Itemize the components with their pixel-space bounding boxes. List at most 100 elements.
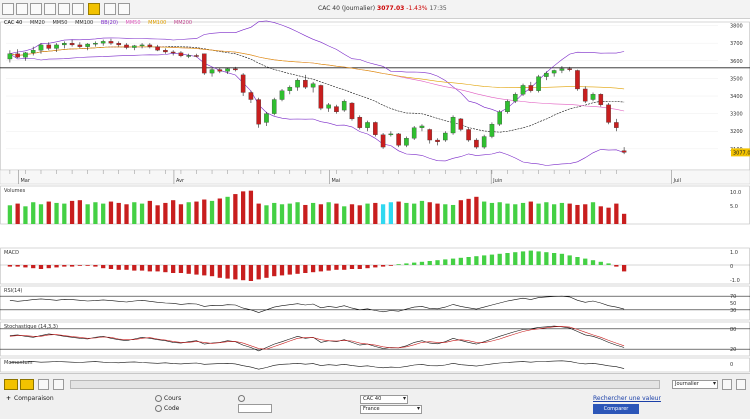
volume-bar [171,200,176,224]
macd-bar [583,258,588,265]
momentum-axis-label: 0 [730,362,733,368]
volume-bar [132,202,137,224]
price-axis-label: 3700 [730,41,743,47]
volume-bar [209,200,215,224]
volume-bar [575,204,580,224]
macd-panel-title: MACD [4,250,19,256]
volume-bar [163,202,168,224]
price-axis-label: 3500 [730,76,743,82]
macd-bar [256,265,261,280]
compare-value-select[interactable]: CAC 40 [360,395,408,404]
chart-scrollbar[interactable] [70,380,660,389]
macd-bar [147,265,152,272]
fullscreen-icon[interactable] [736,379,746,390]
candle-body [85,43,90,47]
macd-bar [155,265,160,272]
zoom-icon[interactable] [722,379,732,390]
volume-bar [474,196,479,224]
rsi-axis-label: 50 [730,301,736,307]
line-tool-button[interactable] [16,3,28,15]
candle-body [108,41,114,44]
candle-body [582,88,588,102]
candle-body [124,44,129,48]
rsi-axis-label: 30 [730,308,736,314]
volume-bar [365,203,370,224]
channel-tool-button[interactable] [30,3,42,15]
volume-bar [357,205,362,224]
volume-bar [443,204,448,224]
candle-body [528,85,534,91]
compare-market-select[interactable]: France [360,405,422,414]
volume-bar [303,204,308,224]
candle-body [559,68,565,71]
volume-bar [536,203,541,224]
candle-body [598,94,604,105]
period-select[interactable]: Journalier [672,380,718,389]
yellow-chart-button[interactable] [4,379,18,390]
print-icon[interactable] [38,379,49,390]
zoom-tool-button[interactable] [72,3,84,15]
stochastic-panel [0,321,750,357]
radio-code[interactable]: Code [155,405,179,412]
candle-body [147,44,153,47]
fibonacci-tool-button[interactable] [44,3,56,15]
macd-bar [202,265,207,276]
volume-bar [7,205,13,224]
volume-bar [93,202,98,224]
volume-bar [101,203,106,224]
momentum-line [9,360,625,370]
chart-area[interactable]: 380037003600350034003300320031003077.03M… [0,18,750,373]
candle-body [567,68,572,70]
macd-bar [69,265,75,267]
candle-body [186,55,192,57]
volume-bar [240,191,246,224]
candle-body [7,53,13,60]
volume-bar [551,204,557,224]
settings-tool-button[interactable] [118,3,130,15]
macd-bar [365,265,370,269]
radio-cours-label: Cours [164,395,182,402]
macd-bar [101,265,106,269]
search-value-link[interactable]: Rechercher une valeur [593,395,661,402]
radio-third[interactable] [238,395,247,402]
volume-bar [23,206,28,224]
price-axis-label: 3400 [730,94,743,100]
month-label: Juin [492,178,502,184]
legend-item: MM200 [173,20,193,26]
candle-body [466,129,471,141]
macd-bar [567,255,572,265]
export-icon[interactable] [53,379,64,390]
volume-bar [567,203,572,224]
volume-bar [342,206,347,224]
macd-bar [23,265,28,268]
rsi-panel-title: RSI(14) [4,288,22,294]
macd-axis-label: 0 [730,264,733,270]
toolbar: CAC 40 (Journalier) 3077.03 -1.43% 17:35 [0,0,750,19]
period-label: (Journalier) [341,5,376,12]
text-tool-button[interactable] [58,3,70,15]
comparison-label-text: Comparaison [14,395,54,402]
compare-button[interactable]: Comparer [593,404,639,414]
volume-bar [458,200,463,224]
macd-bar [404,263,409,265]
period-select-value: Journalier [675,381,699,387]
eraser-tool-button[interactable] [104,3,116,15]
macd-bar [217,265,222,278]
bollinger-upper-line [9,20,625,113]
radio-cours[interactable]: Cours [155,395,181,402]
macd-bar [62,265,67,267]
quote-time: 17:35 [429,5,447,12]
cursor-tool-button[interactable] [2,3,14,15]
macd-bar [46,265,51,269]
candle-body [23,52,28,58]
volume-bar [108,201,114,224]
indicator-tool-button[interactable] [88,3,100,15]
candle-body [38,44,44,51]
yellow-layout-button[interactable] [20,379,34,390]
compare-text-input[interactable] [238,404,272,413]
volume-bar [225,196,230,224]
macd-bar [497,253,502,265]
macd-bar [349,265,355,269]
macd-bar [482,255,487,265]
macd-bar [171,265,176,273]
